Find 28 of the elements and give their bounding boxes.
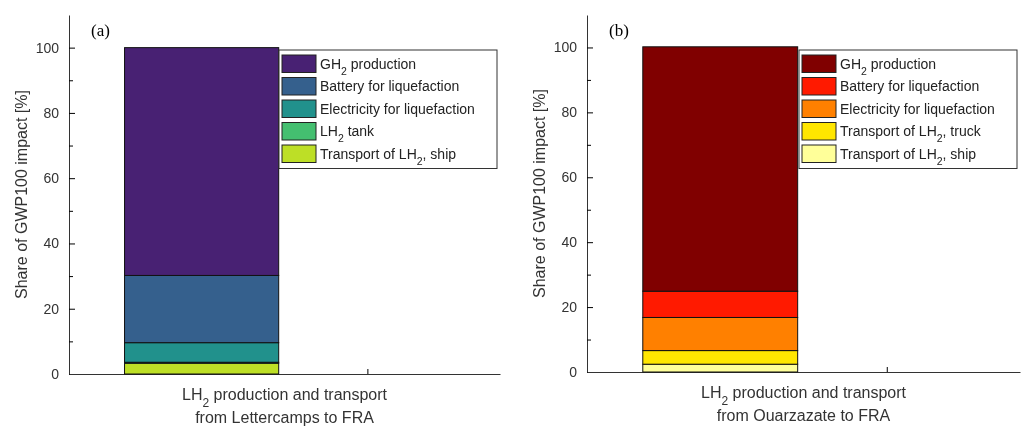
y-tick-label: 20: [43, 300, 60, 317]
legend-label: LH$_{2}$ tank: [320, 123, 376, 144]
y-axis-title: Share of GWP100 impact [%]: [13, 90, 30, 299]
chart-title: (a): [91, 21, 110, 40]
y-axis-title: Share of GWP100 impact [%]: [531, 89, 548, 298]
y-tick-label: 20: [561, 299, 578, 316]
y-tick-label: 100: [553, 39, 578, 56]
legend-label: GH$_{2}$ production: [320, 55, 417, 77]
legend-label: Battery for liquefaction: [840, 78, 980, 94]
chart-title: (b): [609, 21, 629, 40]
legend-label: Electricity for liquefaction: [320, 100, 475, 117]
y-tick-label: 80: [561, 104, 578, 121]
y-tick-label: 0: [51, 365, 60, 382]
legend-label: Transport of LH$_{2}$, ship: [840, 145, 977, 167]
x-axis-title: LH$_{2}$ production and transport from Lettercamps to FRA: [181, 386, 388, 426]
y-tick-label: 40: [43, 235, 60, 252]
x-axis-title: LH$_{2}$ production and transport from Ouarzazate to FRA: [700, 384, 907, 424]
y-tick-label: 40: [561, 234, 578, 251]
legend-label: Transport of LH$_{2}$, truck: [840, 123, 982, 144]
legend-label: Transport of LH$_{2}$, ship: [320, 145, 457, 167]
y-tick-label: 80: [43, 104, 60, 121]
legend-label: Electricity for liquefaction: [840, 100, 995, 117]
legend-label: GH$_{2}$ production: [840, 55, 937, 77]
y-tick-label: 0: [569, 363, 578, 380]
y-tick-label: 60: [43, 170, 60, 187]
y-tick-label: 100: [35, 39, 60, 56]
y-tick-label: 60: [561, 169, 578, 186]
legend-label: Battery for liquefaction: [320, 78, 460, 94]
